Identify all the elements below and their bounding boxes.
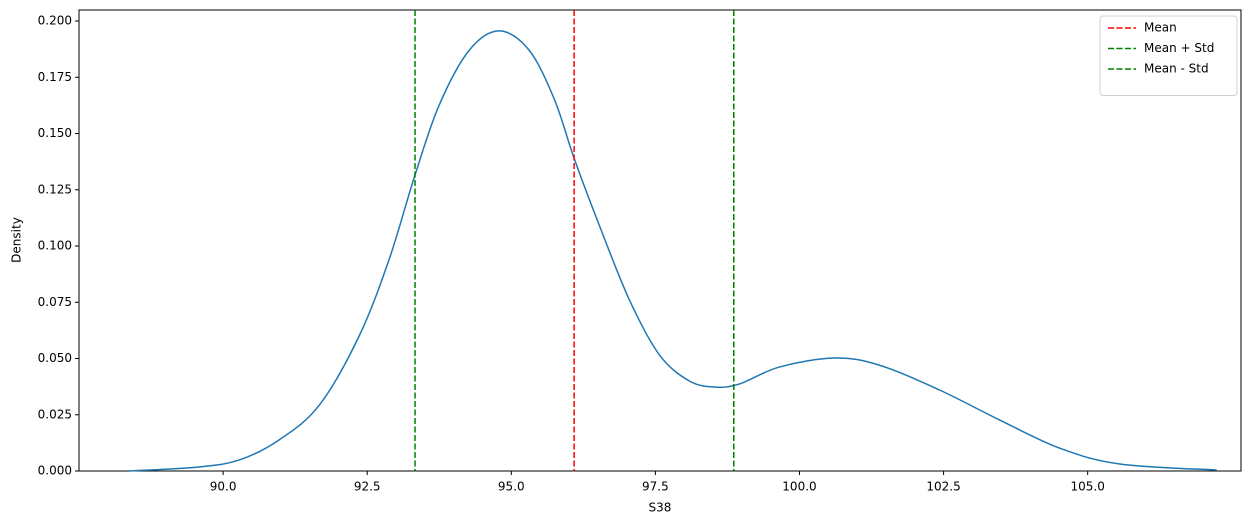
x-tick-label: 100.0 [782, 480, 816, 494]
y-tick-label: 0.150 [38, 126, 72, 140]
x-tick-label: 102.5 [926, 480, 960, 494]
legend-label: Mean [1144, 21, 1177, 35]
y-tick-label: 0.100 [38, 239, 72, 253]
y-tick-label: 0.175 [38, 70, 72, 84]
y-tick-label: 0.000 [38, 464, 72, 478]
legend-label: Mean + Std [1144, 41, 1214, 55]
x-tick-label: 90.0 [210, 480, 237, 494]
legend-box [1099, 15, 1238, 96]
y-tick-label: 0.125 [38, 182, 72, 196]
y-tick-label: 0.200 [38, 14, 72, 28]
legend-label: Mean - Std [1144, 62, 1209, 76]
y-tick-label: 0.025 [38, 407, 72, 421]
y-axis-label: Density [10, 217, 24, 263]
y-tick-label: 0.050 [38, 351, 72, 365]
x-tick-label: 95.0 [498, 480, 525, 494]
axes-frame [78, 9, 1242, 472]
density-line [129, 30, 1217, 472]
x-tick-label: 105.0 [1071, 480, 1105, 494]
x-axis-label: S38 [649, 501, 672, 515]
x-tick-label: 92.5 [354, 480, 381, 494]
x-tick-label: 97.5 [642, 480, 669, 494]
y-tick-label: 0.075 [38, 295, 72, 309]
